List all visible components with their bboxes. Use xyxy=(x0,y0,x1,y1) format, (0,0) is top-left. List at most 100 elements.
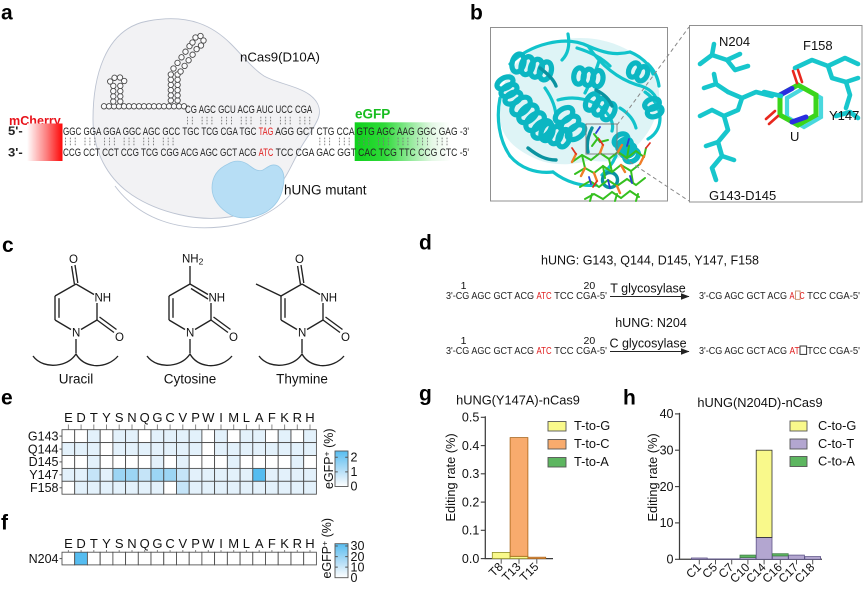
svg-text:0.1: 0.1 xyxy=(462,524,479,538)
svg-text:ATC: ATC xyxy=(537,345,552,357)
svg-text:0.4: 0.4 xyxy=(462,439,479,453)
svg-text:eGFP: eGFP xyxy=(355,107,390,122)
svg-text:TCC CGA-5': TCC CGA-5' xyxy=(552,345,607,357)
svg-text:3'-CG AGC GCT ACG: 3'-CG AGC GCT ACG xyxy=(446,345,537,357)
svg-text:3'-CG AGC GCT ACG: 3'-CG AGC GCT ACG xyxy=(699,345,790,357)
svg-text:T-to-C: T-to-C xyxy=(574,436,610,451)
svg-text:L: L xyxy=(243,536,250,551)
svg-text:T: T xyxy=(90,536,98,551)
svg-text:F158: F158 xyxy=(803,38,833,53)
svg-text:I: I xyxy=(219,536,223,551)
svg-text:N: N xyxy=(186,328,194,340)
svg-text:P: P xyxy=(191,536,200,551)
svg-text:0.0: 0.0 xyxy=(462,552,479,566)
svg-text:O: O xyxy=(115,332,124,344)
svg-text:30: 30 xyxy=(660,444,674,458)
svg-text:U: U xyxy=(790,129,799,144)
svg-text:Q: Q xyxy=(140,536,150,551)
svg-text:20: 20 xyxy=(351,550,365,564)
svg-text:E: E xyxy=(64,536,73,551)
svg-text:20: 20 xyxy=(584,280,596,292)
svg-text:P: P xyxy=(191,410,200,425)
svg-text:hUNG: G143, Q144, D145, Y147,: hUNG: G143, Q144, D145, Y147, F158 xyxy=(541,254,759,268)
svg-text:O: O xyxy=(341,332,350,344)
svg-text:M: M xyxy=(228,536,239,551)
svg-text:G: G xyxy=(152,410,162,425)
svg-text:b: b xyxy=(470,2,483,25)
svg-text:0.5: 0.5 xyxy=(462,411,479,425)
svg-text:TCC CGA-5': TCC CGA-5' xyxy=(552,290,607,302)
svg-text:D145: D145 xyxy=(29,455,59,469)
svg-text:5'-: 5'- xyxy=(8,126,23,138)
svg-text:10: 10 xyxy=(351,560,365,574)
svg-text:A: A xyxy=(255,536,264,551)
svg-text:Cytosine: Cytosine xyxy=(164,372,217,387)
svg-text:20: 20 xyxy=(660,480,674,494)
svg-text:NH2: NH2 xyxy=(182,254,204,267)
svg-text:F158: F158 xyxy=(30,481,59,495)
svg-text:N: N xyxy=(127,410,136,425)
svg-text:Editing rate (%): Editing rate (%) xyxy=(645,433,660,521)
svg-text:0.3: 0.3 xyxy=(462,467,479,481)
svg-text:c: c xyxy=(2,234,14,257)
svg-text:nCas9(D10A): nCas9(D10A) xyxy=(240,50,320,65)
svg-text:T: T xyxy=(90,410,98,425)
svg-text:ATC: ATC xyxy=(537,290,552,302)
svg-text:ATC: ATC xyxy=(259,147,274,159)
svg-text:0.2: 0.2 xyxy=(462,495,479,509)
svg-text:H: H xyxy=(305,410,314,425)
svg-text:3'-CG AGC GCT ACG: 3'-CG AGC GCT ACG xyxy=(699,290,790,302)
svg-text:R: R xyxy=(293,410,302,425)
svg-text:hUNG(N204D)-nCas9: hUNG(N204D)-nCas9 xyxy=(697,395,822,410)
svg-text:TAG: TAG xyxy=(259,126,274,138)
svg-text:CCG CCT CCT CCG TCG CGG ACG AG: CCG CCT CCT CCG TCG CGG ACG AGC GCT ACG xyxy=(63,147,259,159)
svg-text:G143: G143 xyxy=(28,429,59,443)
svg-text:O: O xyxy=(295,254,304,266)
svg-text:Y: Y xyxy=(102,410,111,425)
svg-text:g: g xyxy=(419,383,432,406)
svg-text:O: O xyxy=(69,254,78,266)
svg-text:TCC CGA-5': TCC CGA-5' xyxy=(805,345,860,357)
svg-text:C-to-G: C-to-G xyxy=(818,418,856,433)
svg-text:G: G xyxy=(152,536,162,551)
svg-text:O: O xyxy=(229,332,238,344)
svg-text:T-to-G: T-to-G xyxy=(574,418,610,433)
svg-text:W: W xyxy=(202,410,215,425)
svg-text:0: 0 xyxy=(351,480,358,494)
svg-text:N: N xyxy=(127,536,136,551)
svg-text:A: A xyxy=(790,290,795,302)
svg-text:20: 20 xyxy=(584,335,596,347)
svg-text:C glycosylase: C glycosylase xyxy=(609,337,686,351)
svg-text:1: 1 xyxy=(351,465,358,479)
svg-text:1: 1 xyxy=(461,280,467,292)
svg-text:N204: N204 xyxy=(719,34,750,49)
svg-text:F: F xyxy=(268,410,276,425)
svg-text:I: I xyxy=(219,410,223,425)
svg-text:0: 0 xyxy=(667,553,674,567)
svg-text:10: 10 xyxy=(660,516,674,530)
svg-text:L: L xyxy=(243,410,250,425)
svg-text:eGFP+ (%): eGFP+ (%) xyxy=(322,428,337,489)
svg-text:Y147: Y147 xyxy=(829,108,859,123)
svg-text:hUNG mutant: hUNG mutant xyxy=(284,183,367,198)
svg-text:N: N xyxy=(72,328,80,340)
svg-text:eGFP+ (%): eGFP+ (%) xyxy=(320,518,335,579)
svg-text:NH: NH xyxy=(321,293,338,305)
svg-text:N: N xyxy=(298,328,306,340)
svg-text:K: K xyxy=(280,536,289,551)
svg-text:e: e xyxy=(1,387,13,410)
svg-text:A: A xyxy=(255,410,264,425)
svg-text:a: a xyxy=(1,2,13,25)
svg-text:f: f xyxy=(1,512,9,535)
svg-text:Editing rate (%): Editing rate (%) xyxy=(443,433,458,521)
svg-text:3'-CG AGC GCT ACG: 3'-CG AGC GCT ACG xyxy=(446,290,537,302)
svg-text:N204: N204 xyxy=(29,552,59,566)
svg-text:C: C xyxy=(165,536,174,551)
svg-text:C: C xyxy=(800,290,805,302)
svg-text:AGG GCT CTG CCA GTG AGC AAG GG: AGG GCT CTG CCA GTG AGC AAG GGC GAG -3' xyxy=(273,126,469,138)
svg-text:AT: AT xyxy=(790,345,801,357)
svg-text:CG AGC GCU ACG AUC UCC CGA: CG AGC GCU ACG AUC UCC CGA xyxy=(185,104,313,116)
svg-text:hUNG: N204: hUNG: N204 xyxy=(615,316,687,330)
svg-text:Q144: Q144 xyxy=(28,442,59,456)
svg-text:C-to-T: C-to-T xyxy=(818,436,854,451)
